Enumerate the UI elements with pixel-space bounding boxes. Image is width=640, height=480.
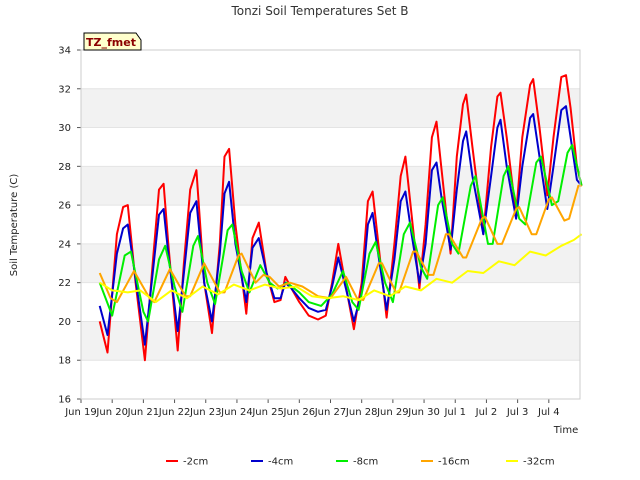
chart-title: Tonzi Soil Temperatures Set B [231,4,409,18]
series-line-16cmcm [98,184,582,304]
x-tick-label: Jun 22 [158,407,191,418]
x-tick-label: Jul 3 [506,407,529,418]
site-tag: TZ_fmet [83,32,142,51]
x-tick-label: Jul 1 [443,407,466,418]
y-tick-label: 32 [58,84,71,95]
x-tick-label: Jun 19 [64,407,97,418]
y-tick-label: 18 [58,356,71,367]
x-tick-label: Jun 24 [220,407,253,418]
site-tag-box [83,32,142,51]
x-tick-label: Jun 26 [283,407,316,418]
x-tick-label: Jun 29 [376,407,409,418]
x-tick-label: Jun 30 [407,407,440,418]
series-lines [98,74,583,362]
y-axis-ticks: 16 18 20 22 24 26 28 30 32 34 [58,46,81,406]
legend-label: -4cm [268,457,293,468]
y-tick-label: 22 [58,278,71,289]
legend-label: -8cm [353,457,378,468]
x-axis-title: Time [553,425,578,436]
x-tick-label: Jun 25 [251,407,284,418]
y-tick-label: 16 [58,395,71,406]
y-axis-title: Soil Temperature (C) [9,174,20,277]
series-line-4cmcm [98,105,583,346]
series-line-2cmcm [98,74,583,362]
site-tag-label: TZ_fmet [86,36,136,49]
x-tick-label: Jun 27 [314,407,347,418]
y-tick-label: 30 [58,123,71,134]
x-tick-label: Jul 4 [537,407,560,418]
x-tick-label: Jun 28 [345,407,378,418]
x-axis-ticks: Jun 19 Jun 20 Jun 21 Jun 22 Jun 23 Jun 24 Jun … [64,399,560,418]
series-line-8cmcm [98,144,583,323]
x-tick-label: Jun 21 [127,407,160,418]
legend-label: -16cm [438,457,470,468]
legend-label: -32cm [523,457,555,468]
x-tick-label: Jun 23 [189,407,222,418]
y-tick-label: 24 [58,239,71,250]
y-tick-label: 28 [58,162,71,173]
series-line-32cmcm [99,233,583,304]
legend: -2cm -4cm -8cm -16cm -32cm [166,457,555,468]
grid-band [81,321,580,361]
legend-label: -2cm [183,457,208,468]
x-tick-label: Jul 2 [475,407,498,418]
y-tick-label: 34 [58,46,71,57]
y-tick-label: 20 [58,317,71,328]
x-tick-label: Jun 20 [95,407,128,418]
plot-frame [80,49,581,400]
y-tick-label: 26 [58,201,71,212]
